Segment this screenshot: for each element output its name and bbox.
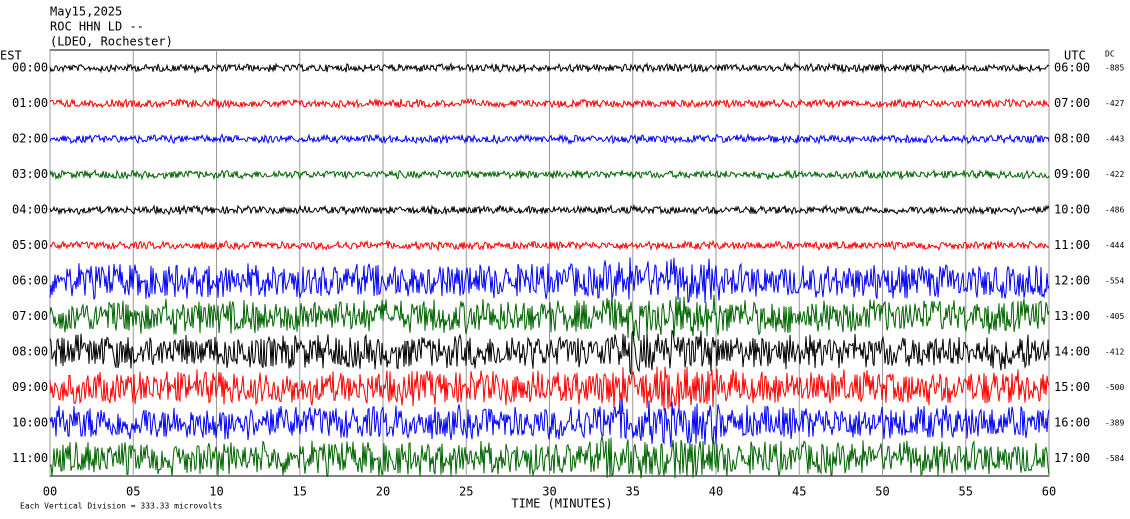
est-label: 01:00 xyxy=(12,96,48,110)
dc-value: -554 xyxy=(1105,277,1124,286)
seismic-trace xyxy=(49,366,1050,412)
dc-value: -444 xyxy=(1105,241,1124,250)
utc-label: 06:00 xyxy=(1054,61,1090,75)
dc-value: -486 xyxy=(1105,206,1124,215)
x-tick-label: 55 xyxy=(959,485,973,499)
dc-value: -422 xyxy=(1105,170,1124,179)
utc-label: 15:00 xyxy=(1054,380,1090,394)
utc-label: 11:00 xyxy=(1054,238,1090,252)
est-label: 07:00 xyxy=(12,309,48,323)
dc-value: -389 xyxy=(1105,419,1124,428)
seismic-trace xyxy=(49,329,1050,375)
utc-label: 07:00 xyxy=(1054,96,1090,110)
seismic-trace xyxy=(49,97,1050,110)
utc-label: 16:00 xyxy=(1054,416,1090,430)
title-line: (LDEO, Rochester) xyxy=(50,35,173,49)
x-tick-label: 00 xyxy=(43,485,57,499)
x-tick-label: 20 xyxy=(376,485,390,499)
x-tick-label: 40 xyxy=(709,485,723,499)
seismic-trace xyxy=(49,168,1050,181)
utc-label: 08:00 xyxy=(1054,132,1090,146)
dc-value: -443 xyxy=(1105,135,1124,144)
left-axis-label: EST xyxy=(0,49,22,63)
dc-value: -885 xyxy=(1105,64,1124,73)
est-label: 04:00 xyxy=(12,203,48,217)
x-tick-label: 05 xyxy=(126,485,140,499)
dc-value: -427 xyxy=(1105,99,1124,108)
est-label: 00:00 xyxy=(12,61,48,75)
utc-label: 13:00 xyxy=(1054,309,1090,323)
seismic-trace xyxy=(49,239,1050,252)
est-label: 08:00 xyxy=(12,345,48,359)
title-line: May15,2025 xyxy=(50,5,122,19)
seismic-trace xyxy=(49,203,1050,216)
x-tick-label: 60 xyxy=(1042,485,1056,499)
seismic-trace xyxy=(49,436,1050,479)
seismic-trace xyxy=(49,294,1050,341)
utc-label: 14:00 xyxy=(1054,345,1090,359)
dc-label: DC xyxy=(1105,50,1115,59)
utc-label: 17:00 xyxy=(1054,451,1090,465)
est-label: 06:00 xyxy=(12,274,48,288)
title-line: ROC HHN LD -- xyxy=(50,20,144,34)
est-label: 02:00 xyxy=(12,132,48,146)
seismic-trace xyxy=(49,132,1050,145)
est-label: 09:00 xyxy=(12,380,48,394)
dc-value: -500 xyxy=(1105,383,1124,392)
est-label: 10:00 xyxy=(12,416,48,430)
x-tick-label: 30 xyxy=(542,485,556,499)
seismic-trace xyxy=(49,399,1050,448)
est-label: 11:00 xyxy=(12,451,48,465)
dc-value: -584 xyxy=(1105,454,1124,463)
x-tick-label: 50 xyxy=(875,485,889,499)
utc-label: 12:00 xyxy=(1054,274,1090,288)
seismic-trace xyxy=(49,61,1050,74)
right-axis-label: UTC xyxy=(1064,49,1086,63)
est-label: 03:00 xyxy=(12,167,48,181)
x-tick-label: 15 xyxy=(293,485,307,499)
x-tick-label: 35 xyxy=(626,485,640,499)
x-tick-label: 45 xyxy=(792,485,806,499)
utc-label: 09:00 xyxy=(1054,167,1090,181)
dc-value: -412 xyxy=(1105,348,1124,357)
seismic-trace xyxy=(49,257,1050,304)
dc-value: -405 xyxy=(1105,312,1124,321)
x-axis-label: TIME (MINUTES) xyxy=(511,497,612,511)
x-tick-label: 10 xyxy=(209,485,223,499)
est-label: 05:00 xyxy=(12,238,48,252)
footer: Each Vertical Division = 333.33 microvol… xyxy=(20,502,222,511)
utc-label: 10:00 xyxy=(1054,203,1090,217)
x-tick-label: 25 xyxy=(459,485,473,499)
